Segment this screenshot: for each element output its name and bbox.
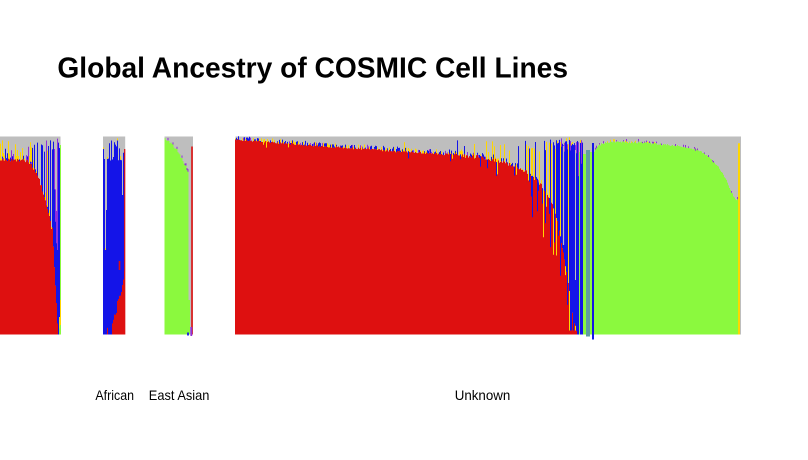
svg-text:Unknown: Unknown — [455, 387, 511, 403]
svg-text:Global Ancestry of COSMIC Cell: Global Ancestry of COSMIC Cell Lines — [57, 52, 568, 84]
svg-text:East Asian: East Asian — [149, 387, 210, 403]
svg-text:African: African — [95, 387, 134, 403]
